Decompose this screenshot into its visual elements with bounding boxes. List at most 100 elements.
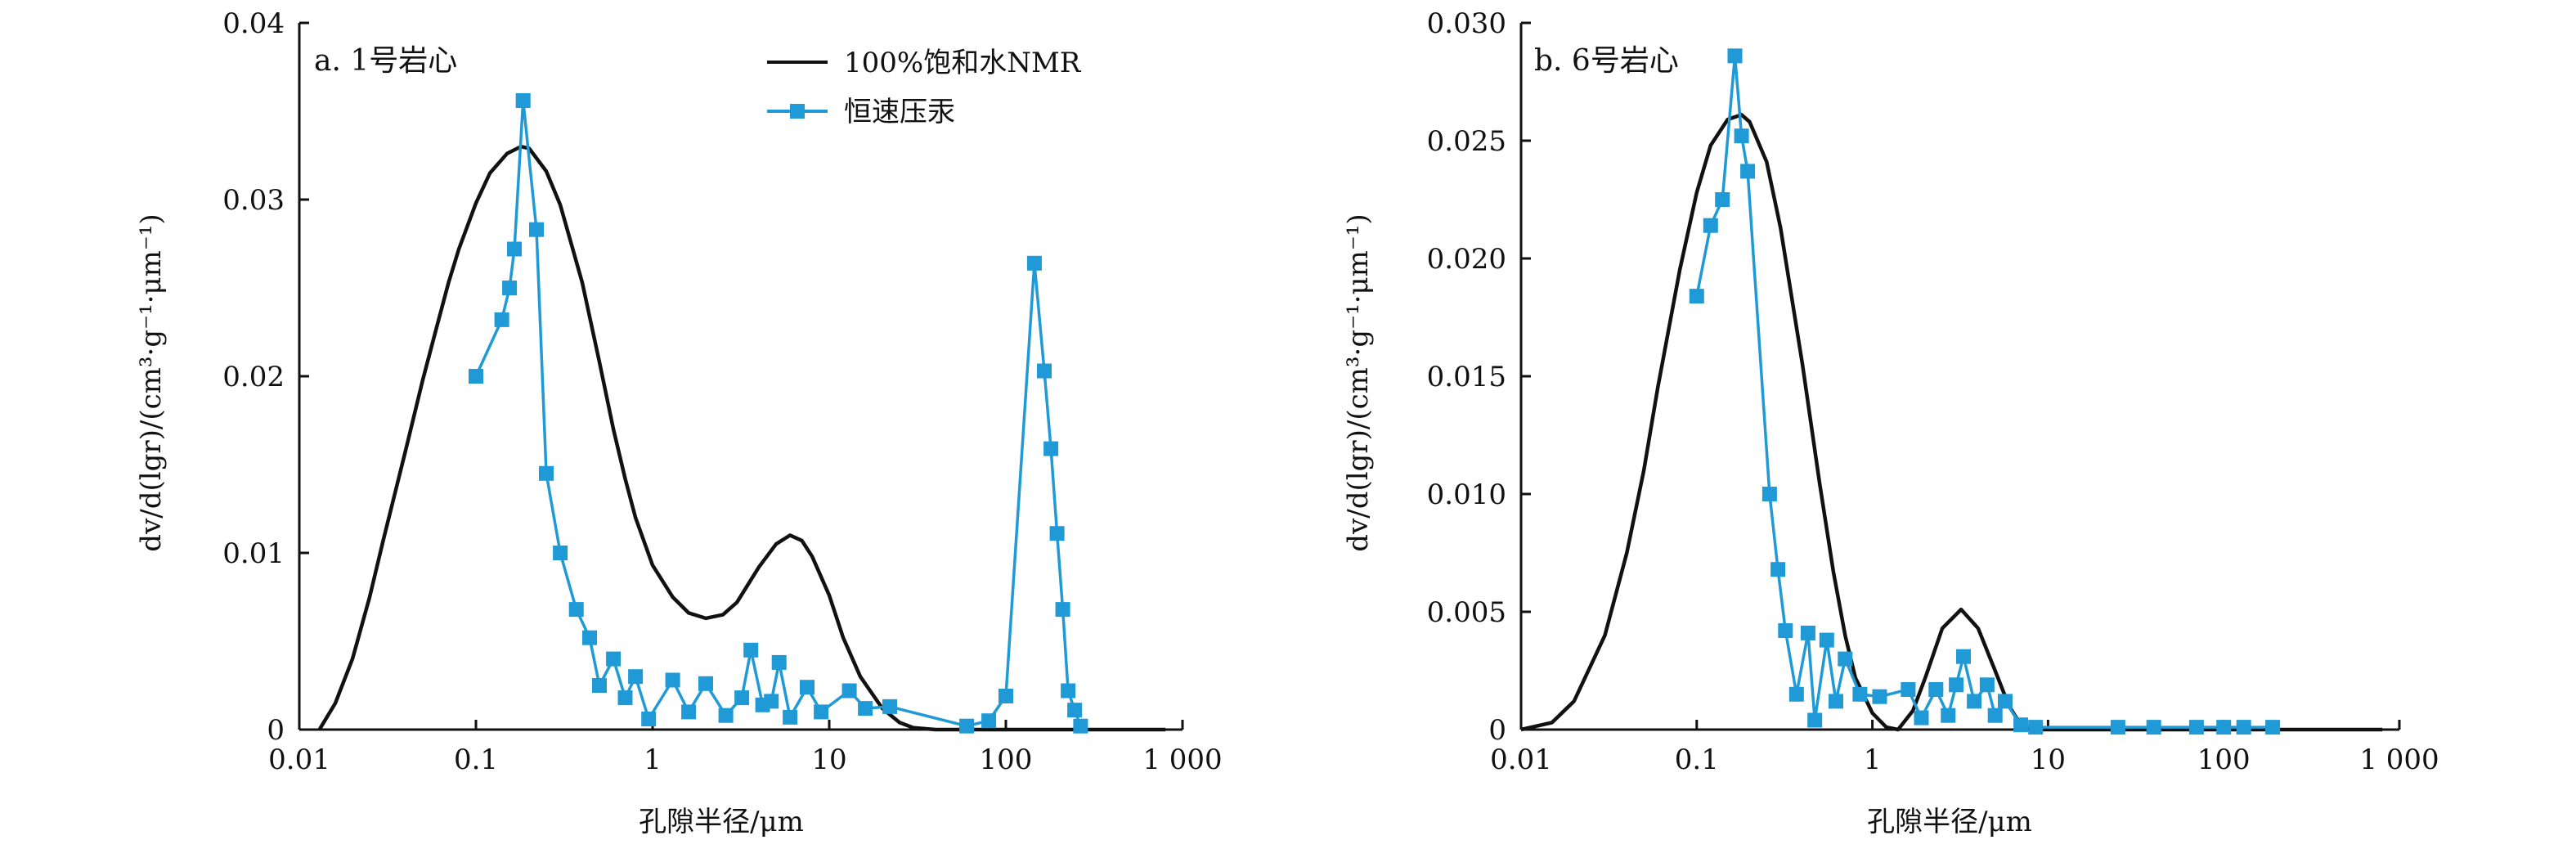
x-tick-label: 0.01: [1490, 743, 1552, 776]
nmr-series-line: [317, 144, 1166, 732]
data-point: [606, 651, 622, 667]
x-tick-label: 1: [644, 743, 662, 776]
data-point: [1067, 703, 1083, 718]
chart-panel-a: 0.01 0.1 1 10 100 1 000 00.010.020.030.04 a. …: [135, 7, 1223, 838]
data-point: [718, 708, 734, 723]
x-axis-label: 孔隙半径/μm: [639, 806, 804, 838]
data-point: [665, 672, 680, 688]
data-point: [841, 683, 857, 699]
data-point: [529, 222, 544, 237]
data-point: [771, 654, 787, 670]
data-point: [1055, 602, 1070, 618]
data-point: [2236, 720, 2251, 735]
data-point: [1956, 649, 1971, 664]
mercury-series-line: [474, 99, 1083, 728]
y-tick-label: 0.005: [1427, 596, 1506, 629]
data-point: [2110, 720, 2125, 735]
data-point: [959, 718, 975, 734]
data-point: [1778, 623, 1793, 638]
data-point: [1727, 48, 1743, 64]
y-tick-label: 0.01: [222, 537, 285, 570]
y-tick-label: 0.04: [222, 7, 285, 40]
data-point: [628, 669, 644, 685]
data-point: [1987, 708, 2003, 723]
data-point: [783, 709, 798, 725]
data-point: [981, 713, 997, 729]
data-point: [507, 241, 522, 257]
data-point: [2188, 720, 2204, 735]
data-point: [1788, 686, 1804, 702]
data-point: [800, 680, 815, 695]
x-axis-label: 孔隙半径/μm: [1867, 806, 2032, 838]
data-point: [681, 704, 697, 720]
nmr-series-line: [1520, 113, 2383, 732]
data-point: [592, 678, 607, 693]
data-point: [1914, 710, 1929, 725]
legend-nmr-label: 100%饱和水NMR: [844, 47, 1082, 79]
chart-panel-b: 0.01 0.1 1 10 100 1 000 0 0.005 0.010 0.015 0.020…: [1342, 7, 2439, 838]
data-point: [1901, 682, 1916, 697]
data-point: [1073, 718, 1088, 734]
y-tick-label: 0.025: [1427, 125, 1506, 158]
data-point: [1967, 694, 1982, 709]
data-point: [1715, 192, 1730, 207]
data-point: [1043, 441, 1059, 456]
data-point: [515, 93, 531, 108]
data-point: [553, 546, 568, 560]
x-tick-label: 10: [811, 743, 846, 776]
data-point: [582, 630, 597, 645]
x-tick-label: 100: [2197, 743, 2251, 776]
legend-mercury-label: 恒速压汞: [844, 96, 955, 128]
y-tick-label: 0: [1488, 714, 1506, 747]
data-point: [1689, 289, 1704, 304]
y-tick-label: 0.020: [1427, 243, 1506, 276]
data-point: [1770, 562, 1786, 577]
data-point: [1941, 708, 1956, 723]
legend-mercury-marker: [790, 104, 805, 119]
x-ticks: 0.01 0.1 1 10 100 1 000: [1490, 720, 2439, 776]
x-tick-label: 0.1: [1675, 743, 1719, 776]
y-ticks: 0 0.01 0.02 0.03 0.04: [222, 7, 309, 747]
data-point: [1061, 683, 1076, 699]
data-point: [1949, 677, 1964, 693]
y-tick-label: 0.010: [1427, 478, 1506, 511]
data-point: [764, 694, 779, 709]
x-tick-label: 1 000: [2359, 743, 2439, 776]
legend: 100%饱和水NMR 恒速压汞: [767, 47, 1082, 128]
data-point: [1734, 128, 1749, 144]
data-point: [2216, 720, 2232, 735]
y-axis-label: dv/d(lgr)/(cm³·g⁻¹·μm⁻¹): [135, 213, 168, 551]
x-tick-label: 0.01: [268, 743, 330, 776]
series-group: [317, 93, 1166, 734]
panel-label: a. 1号岩心: [314, 44, 457, 78]
data-point: [539, 465, 554, 481]
data-point: [814, 704, 829, 720]
data-point: [1026, 255, 1042, 271]
data-point: [858, 701, 873, 716]
y-tick-label: 0.015: [1427, 361, 1506, 393]
data-point: [1979, 677, 1995, 693]
data-point: [1740, 164, 1756, 179]
data-point: [1037, 363, 1052, 379]
data-point: [568, 602, 584, 618]
y-tick-label: 0.030: [1427, 7, 1506, 40]
data-point: [999, 689, 1013, 703]
data-point: [743, 642, 759, 658]
data-point: [698, 676, 713, 691]
x-tick-label: 10: [2031, 743, 2066, 776]
y-ticks: 0 0.005 0.010 0.015 0.020 0.025 0.030: [1427, 7, 1531, 747]
data-point: [1800, 625, 1815, 640]
data-point: [1819, 632, 1834, 648]
data-point: [1928, 682, 1944, 697]
series-group: [1520, 48, 2383, 735]
x-tick-label: 1 000: [1142, 743, 1222, 776]
data-point: [1998, 694, 2013, 709]
data-point: [2146, 720, 2161, 735]
data-point: [2265, 720, 2281, 735]
data-point: [1838, 651, 1853, 667]
x-ticks: 0.01 0.1 1 10 100 1 000: [268, 720, 1223, 776]
y-tick-label: 0.03: [222, 184, 285, 217]
data-point: [2028, 720, 2044, 735]
data-point: [2013, 717, 2029, 733]
